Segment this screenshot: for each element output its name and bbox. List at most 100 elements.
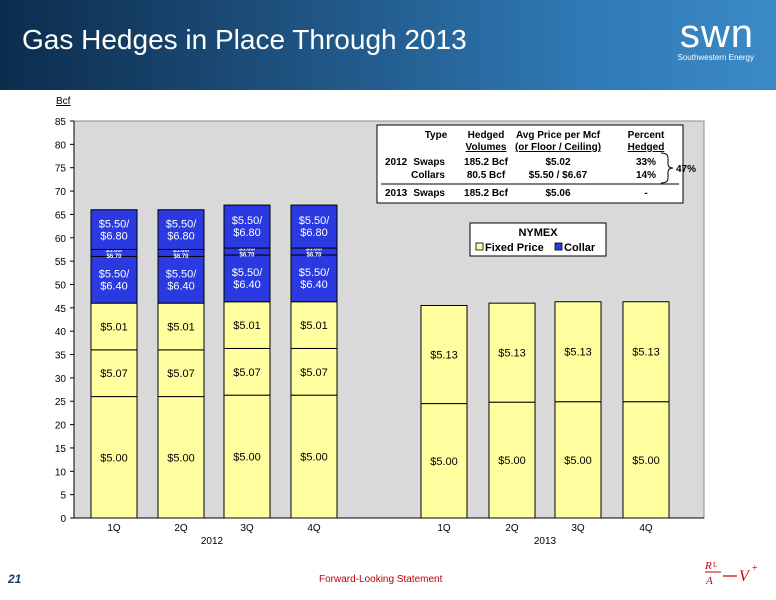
table-cell: - [644,188,647,199]
svg-text:A: A [705,575,713,587]
table-header: Percent [628,130,665,141]
table-cell: 33% [636,157,656,168]
legend-swatch-collar [554,242,563,251]
data-label: $5.50/$6.80 [99,218,131,242]
data-label: $5.60/$6.70 [306,247,323,259]
year-label-2013: 2013 [534,536,557,547]
data-label: $5.00 [233,452,261,464]
bar-segment [554,301,602,403]
svg-text:+: + [752,563,758,574]
bar-segment [420,304,468,405]
svg-text:L: L [713,561,717,569]
data-label: $5.00 [632,455,660,467]
table-cell: 2012 [385,157,408,168]
forward-looking-note: Forward-Looking Statement [319,574,443,585]
data-label: $5.50/$6.80 [299,215,331,239]
bar-segment [223,204,271,249]
y-axis-label: Bcf [56,96,71,107]
table-cell: 14% [636,170,656,181]
data-label: $5.01 [100,322,128,334]
bar-segment [420,403,468,519]
bar-segment [622,301,670,403]
table-header: Hedged [628,142,665,153]
brace [660,152,674,184]
x-tick-label: 4Q [307,523,321,534]
bar-segment [223,394,271,519]
hedge-table-box [376,124,684,204]
legend-swatch-fixed [475,242,484,251]
y-tick-label: 5 [60,491,66,502]
y-tick-label: 40 [55,327,67,338]
y-tick-label: 65 [55,210,67,221]
y-tick-label: 15 [55,444,67,455]
data-label: $5.60/$6.70 [173,248,190,260]
data-label: $5.07 [167,368,195,380]
table-header: (or Floor / Ceiling) [515,142,601,153]
y-tick-label: 80 [55,140,67,151]
y-tick-label: 75 [55,164,67,175]
y-tick-label: 50 [55,280,67,291]
table-cell: Swaps [413,157,445,168]
bar-segment [622,401,670,519]
x-tick-label: 3Q [240,523,254,534]
data-label: $5.50/$6.40 [166,268,198,292]
y-tick-label: 60 [55,234,67,245]
table-cell: 2013 [385,188,408,199]
svg-text:V: V [739,568,751,585]
data-label: $5.50/$6.40 [232,267,264,291]
table-cell: 185.2 Bcf [464,157,509,168]
legend-box [469,222,607,257]
bar-segment [90,349,138,398]
table-header: Hedged [468,130,505,141]
legend-label-collar: Collar [564,242,596,254]
bar-segment [157,209,205,250]
y-tick-label: 45 [55,304,67,315]
table-header: Type [425,130,448,141]
data-label: $5.01 [233,320,261,332]
data-label: $5.07 [233,367,261,379]
table-cell: $5.50 / $6.67 [529,170,588,181]
bar-segment [554,401,602,519]
x-tick-label: 1Q [437,523,451,534]
data-label: $5.01 [300,320,328,332]
table-cell: 185.2 Bcf [464,188,509,199]
table-header: Volumes [466,142,507,153]
data-label: $5.13 [430,350,458,362]
bar-segment [223,347,271,396]
x-tick-label: 1Q [107,523,121,534]
data-label: $5.00 [498,455,526,467]
swn-logo: swn Southwestern Energy [678,12,755,62]
svg-text:R: R [704,560,712,572]
data-label: $5.00 [430,456,458,468]
y-tick-label: 85 [55,117,67,128]
bar-segment [290,204,338,249]
data-label: $5.00 [300,452,328,464]
table-header: Avg Price per Mcf [516,130,601,141]
year-label-2012: 2012 [201,536,224,547]
rav-logo: R L A V + [704,560,758,587]
y-tick-label: 70 [55,187,67,198]
bar-segment [223,301,271,349]
data-label: $5.07 [300,367,328,379]
y-tick-label: 25 [55,397,67,408]
data-label: $5.50/$6.40 [99,268,131,292]
table-cell: $5.02 [545,157,570,168]
data-label: $5.50/$6.80 [166,218,198,242]
header-banner: Gas Hedges in Place Through 2013 swn Sou… [0,0,776,90]
bar-segment [90,209,138,250]
data-label: $5.13 [632,347,660,359]
logo-tagline: Southwestern Energy [677,53,755,62]
brace-total: 47% [676,164,696,175]
bar-segment [157,396,205,519]
data-label: $5.00 [100,452,128,464]
x-tick-label: 2Q [174,523,188,534]
y-tick-label: 35 [55,351,67,362]
bar-segment [488,302,536,403]
data-label: $5.07 [100,368,128,380]
y-tick-label: 20 [55,421,67,432]
x-tick-label: 3Q [571,523,585,534]
bar-segment [290,301,338,349]
data-label: $5.00 [564,455,592,467]
table-cell: $5.06 [545,188,570,199]
